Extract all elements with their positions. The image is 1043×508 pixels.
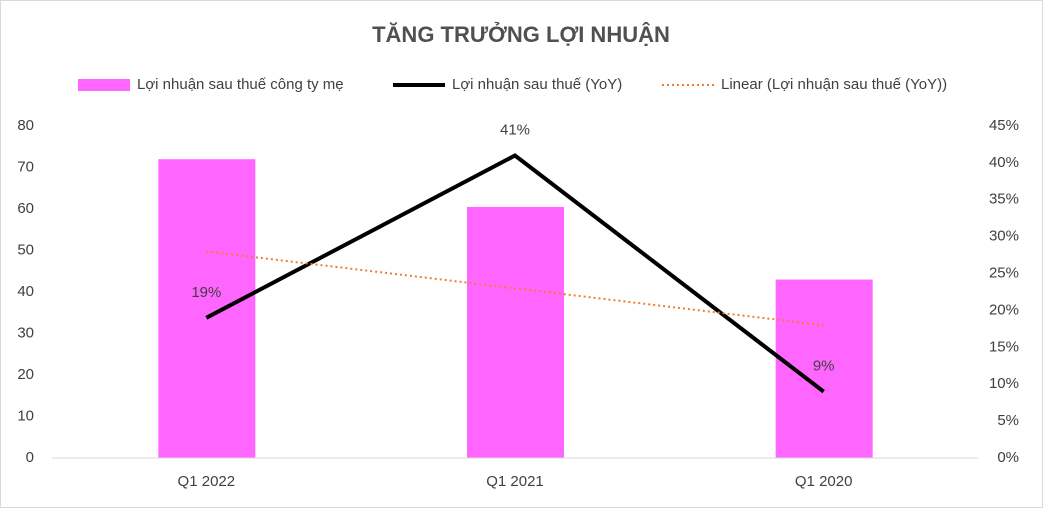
chart-title: TĂNG TRƯỞNG LỢI NHUẬN bbox=[372, 22, 670, 47]
y-tick-label: 50 bbox=[17, 241, 34, 258]
legend-swatch bbox=[78, 79, 130, 91]
y2-tick-label: 20% bbox=[989, 301, 1019, 318]
y-tick-label: 70 bbox=[17, 158, 34, 175]
y2-tick-label: 15% bbox=[989, 338, 1019, 355]
x-tick-label: Q1 2022 bbox=[178, 473, 236, 490]
data-label: 41% bbox=[500, 121, 530, 138]
y-tick-label: 0 bbox=[26, 449, 34, 466]
data-label: 9% bbox=[813, 358, 835, 375]
bar bbox=[158, 159, 256, 458]
y2-tick-label: 10% bbox=[989, 375, 1019, 392]
y-tick-label: 60 bbox=[17, 200, 34, 217]
y2-tick-label: 0% bbox=[997, 449, 1019, 466]
y-tick-label: 80 bbox=[17, 117, 34, 134]
y2-tick-label: 35% bbox=[989, 191, 1019, 208]
y2-tick-label: 45% bbox=[989, 117, 1019, 134]
bar bbox=[467, 206, 564, 458]
line bbox=[205, 153, 825, 394]
data-label: 19% bbox=[191, 284, 221, 301]
y-tick-label: 10 bbox=[17, 407, 34, 424]
x-tick-label: Q1 2020 bbox=[795, 473, 853, 490]
y-tick-label: 30 bbox=[17, 324, 34, 341]
y2-tick-label: 25% bbox=[989, 265, 1019, 282]
x-tick-label: Q1 2021 bbox=[486, 473, 544, 490]
y2-tick-label: 5% bbox=[997, 412, 1019, 429]
y2-tick-label: 30% bbox=[989, 228, 1019, 245]
y2-tick-label: 40% bbox=[989, 154, 1019, 171]
trend-line bbox=[206, 250, 824, 327]
y-tick-label: 20 bbox=[17, 366, 34, 383]
legend-label: Linear (Lợi nhuận sau thuế (YoY)) bbox=[721, 76, 947, 93]
y-tick-label: 40 bbox=[17, 283, 34, 300]
legend-label: Lợi nhuận sau thuế (YoY) bbox=[452, 76, 622, 93]
legend-label: Lợi nhuận sau thuế công ty mẹ bbox=[137, 76, 344, 93]
